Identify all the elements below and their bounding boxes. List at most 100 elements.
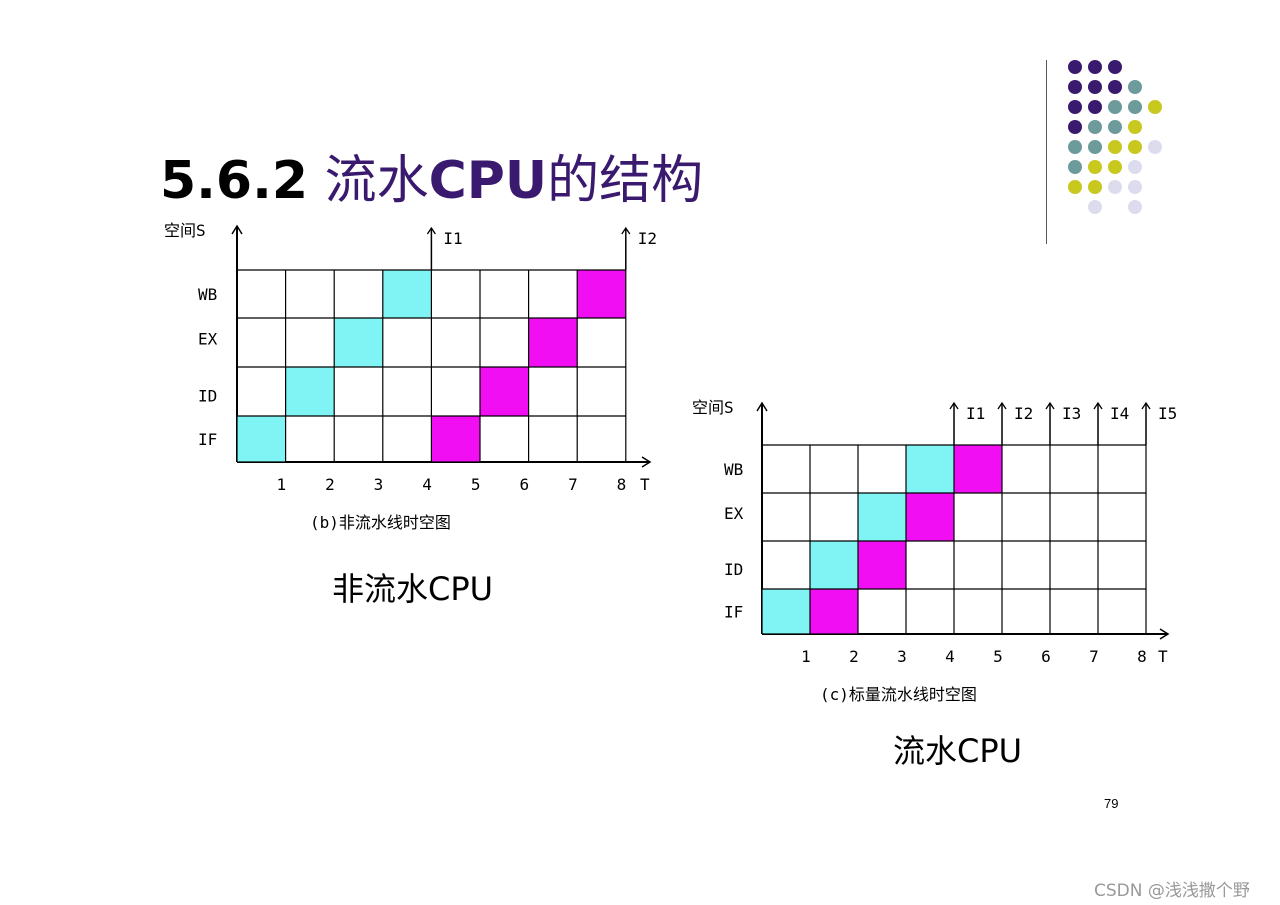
marker-label-i3: I3 (1062, 404, 1081, 423)
y-axis-label: 空间S (164, 221, 206, 240)
tick-label-3: 3 (374, 475, 384, 494)
decorative-dot (1088, 180, 1102, 194)
marker-label-i5: I5 (1158, 404, 1177, 423)
decorative-dot (1088, 160, 1102, 174)
tick-label-1: 1 (276, 475, 286, 494)
decorative-dot (1068, 180, 1082, 194)
cell-i2-if (810, 589, 858, 634)
diagram-caption: (b)非流水线时空图 (310, 513, 451, 532)
tick-label-1: 1 (801, 647, 811, 666)
marker-label-i2: I2 (638, 229, 657, 248)
marker-arrow-i2 (997, 401, 1007, 410)
diagram-caption: (c)标量流水线时空图 (820, 685, 977, 704)
stage-label-ex: EX (724, 504, 744, 523)
decorative-dot (1108, 60, 1122, 74)
decorative-dot (1068, 100, 1082, 114)
cell-i2-id (480, 367, 529, 416)
marker-arrow-i2 (621, 226, 631, 235)
title-word-cpu: CPU (428, 151, 548, 211)
decorative-dot (1148, 100, 1162, 114)
marker-arrow-i4 (1093, 401, 1103, 410)
decorative-dot (1128, 200, 1142, 214)
x-axis-label: T (640, 475, 650, 494)
marker-arrow-i5 (1141, 401, 1151, 410)
tick-label-3: 3 (897, 647, 907, 666)
cell-i1-ex (858, 493, 906, 541)
decorative-dot (1108, 100, 1122, 114)
diagram-pipelined: I1 I2 I3 I4 I5 WB EX ID IF 1 2 3 4 5 6 7 8 T 空间S (c)标量流水线时空… (692, 398, 1177, 704)
tick-label-2: 2 (849, 647, 859, 666)
decorative-dot (1128, 120, 1142, 134)
tick-label-5: 5 (471, 475, 481, 494)
decorative-dot (1068, 160, 1082, 174)
decorative-dot (1108, 120, 1122, 134)
title-number: 5.6.2 (160, 151, 309, 211)
marker-arrow-i3 (1045, 401, 1055, 410)
y-axis-arrow (756, 401, 768, 412)
x-axis-arrow (641, 456, 652, 468)
cell-i2-ex (906, 493, 954, 541)
tick-label-4: 4 (422, 475, 432, 494)
tick-label-2: 2 (325, 475, 335, 494)
cell-i1-id (285, 367, 335, 416)
decorative-dot-grid (1068, 60, 1162, 214)
marker-label-i1: I1 (443, 229, 462, 248)
decorative-dot (1088, 80, 1102, 94)
x-axis-label: T (1158, 647, 1168, 666)
marker-label-i4: I4 (1110, 404, 1129, 423)
cell-i1-if (762, 589, 810, 634)
tick-label-4: 4 (945, 647, 955, 666)
tick-label-8: 8 (1137, 647, 1147, 666)
cell-i1-id (810, 541, 858, 589)
y-axis-label: 空间S (692, 398, 734, 417)
decorative-dot (1108, 180, 1122, 194)
stage-label-if: IF (198, 430, 217, 449)
decorative-dot (1148, 140, 1162, 154)
tick-label-6: 6 (1041, 647, 1051, 666)
label-pipelined-cpu: 流水CPU (893, 732, 1023, 770)
cell-i1-ex (334, 318, 383, 367)
marker-label-i1: I1 (966, 404, 985, 423)
decorative-dot (1088, 100, 1102, 114)
decorative-dot (1068, 80, 1082, 94)
cell-i1-wb (906, 445, 954, 493)
cell-i1-if (237, 416, 286, 462)
cell-i2-if (431, 416, 480, 462)
title-word-structure: 的结构 (547, 151, 704, 211)
cell-i2-wb (577, 270, 626, 318)
x-axis-arrow (1159, 628, 1170, 640)
cell-i1-wb (382, 270, 432, 318)
decorative-dot (1108, 160, 1122, 174)
stage-label-if: IF (724, 603, 743, 622)
title-word-pipeline: 流水 (324, 151, 429, 211)
decorative-divider (1046, 60, 1047, 244)
decorative-dot (1088, 140, 1102, 154)
stage-label-id: ID (198, 387, 217, 406)
page-number: 79 (1104, 796, 1119, 811)
decorative-dot (1108, 140, 1122, 154)
cell-i2-id (858, 541, 906, 589)
decorative-dot (1128, 180, 1142, 194)
stage-label-wb: WB (198, 285, 217, 304)
cell-i2-ex (528, 318, 578, 367)
decorative-dot (1068, 60, 1082, 74)
watermark: CSDN @浅浅撒个野 (1094, 881, 1250, 901)
marker-arrow-i1 (949, 401, 959, 410)
stage-label-id: ID (724, 560, 743, 579)
tick-label-7: 7 (1089, 647, 1099, 666)
decorative-dot (1088, 120, 1102, 134)
decorative-dot (1128, 100, 1142, 114)
decorative-dot (1108, 80, 1122, 94)
decorative-dot (1128, 80, 1142, 94)
slide-title: 5.6.2 流水CPU的结构 (160, 138, 703, 213)
decorative-dot (1068, 120, 1082, 134)
decorative-dot (1128, 140, 1142, 154)
cell-i2-wb (954, 445, 1002, 493)
marker-arrow-i1 (426, 226, 436, 235)
decorative-dot (1128, 160, 1142, 174)
stage-label-ex: EX (198, 330, 218, 349)
decorative-dot (1068, 140, 1082, 154)
tick-label-6: 6 (519, 475, 529, 494)
tick-label-8: 8 (617, 475, 627, 494)
stage-label-wb: WB (724, 460, 743, 479)
